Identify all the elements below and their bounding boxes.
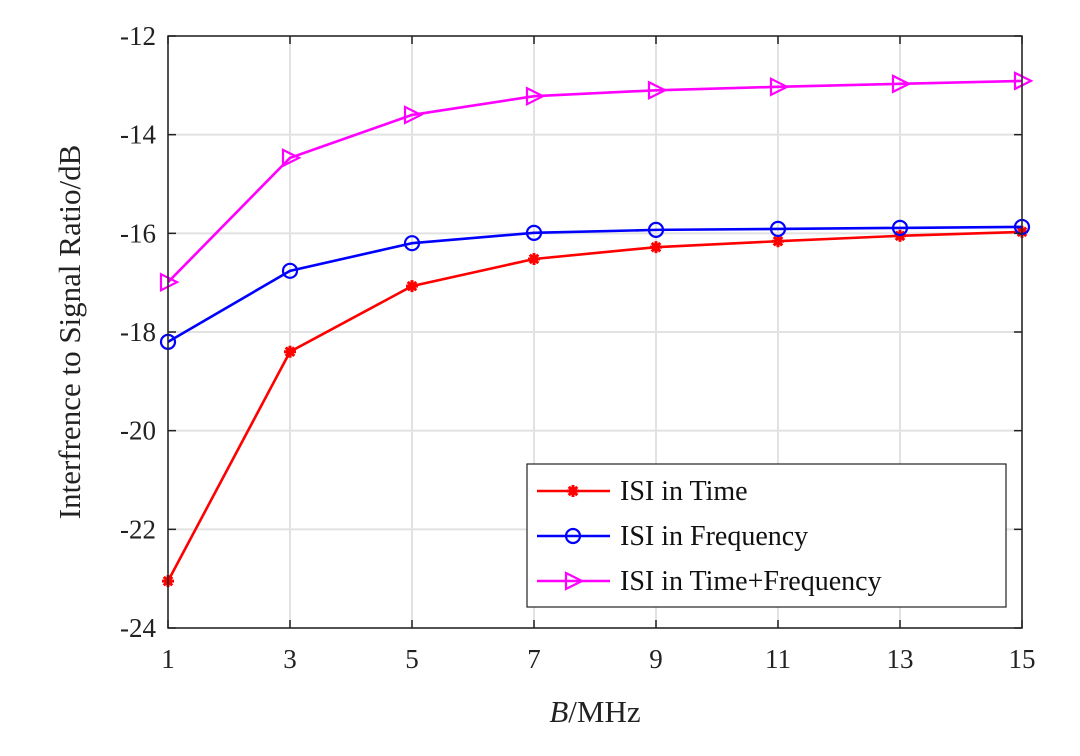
legend-label: ISI in Time+Frequency [620, 566, 882, 597]
legend: ISI in Time ISI in Frequency ISI in Time+F… [526, 463, 1007, 608]
asterisk-stroke [772, 235, 784, 247]
legend-marker [564, 527, 582, 545]
x-tick-label: 1 [161, 644, 175, 674]
data-point [891, 74, 912, 94]
y-tick-label: -14 [120, 120, 156, 150]
ticks: 1 3 5 7 9 11 13 15-24-22-20-18-16-14-12 [120, 21, 1036, 674]
x-axis-label: B/MHz [549, 694, 640, 729]
legend-label: ISI in Frequency [620, 521, 808, 552]
data-point [769, 220, 787, 237]
y-tick-label: -18 [120, 317, 156, 347]
x-tick-label: 9 [649, 644, 663, 674]
data-point [159, 272, 180, 292]
grid [167, 35, 1023, 629]
data-point [403, 105, 424, 125]
data-point [891, 219, 909, 237]
series-line-0 [166, 230, 1023, 582]
data-point [647, 221, 665, 238]
x-tick-label: 13 [887, 644, 914, 674]
data-point [1013, 71, 1034, 91]
x-tick-label: 5 [405, 644, 419, 674]
data-point [528, 252, 540, 265]
data-point [650, 241, 662, 254]
asterisk-stroke [650, 241, 662, 253]
data-point [281, 148, 302, 168]
data-point [403, 235, 421, 252]
data-point [769, 77, 790, 97]
data-point [525, 224, 543, 241]
data-point [406, 280, 418, 293]
asterisk-stroke [284, 346, 296, 358]
y-tick-label: -22 [120, 514, 156, 544]
series-line-1 [167, 225, 1023, 343]
legend-marker [567, 485, 579, 497]
data-point [647, 80, 668, 101]
y-tick-label: -16 [120, 218, 156, 248]
x-tick-label: 3 [283, 644, 297, 674]
series-line-2 [167, 79, 1023, 284]
y-tick-label: -20 [120, 416, 156, 446]
legend-marker [564, 571, 585, 591]
x-tick-label: 15 [1009, 644, 1036, 674]
asterisk-stroke [406, 280, 418, 292]
y-axis-label: Interfrence to Signal Ratio/dB [52, 145, 87, 519]
data-point [281, 262, 299, 279]
data-point [525, 86, 546, 106]
legend-box [526, 463, 1007, 608]
asterisk-stroke [567, 485, 579, 497]
series-layer [159, 71, 1034, 588]
legend-label: ISI in Time [620, 476, 748, 507]
asterisk-stroke [528, 253, 540, 265]
y-tick-label: -12 [120, 21, 156, 51]
data-point [284, 345, 296, 358]
y-tick-label: -24 [120, 613, 156, 643]
data-point [772, 235, 784, 248]
x-tick-label: 11 [765, 644, 791, 674]
x-tick-label: 7 [527, 644, 541, 674]
